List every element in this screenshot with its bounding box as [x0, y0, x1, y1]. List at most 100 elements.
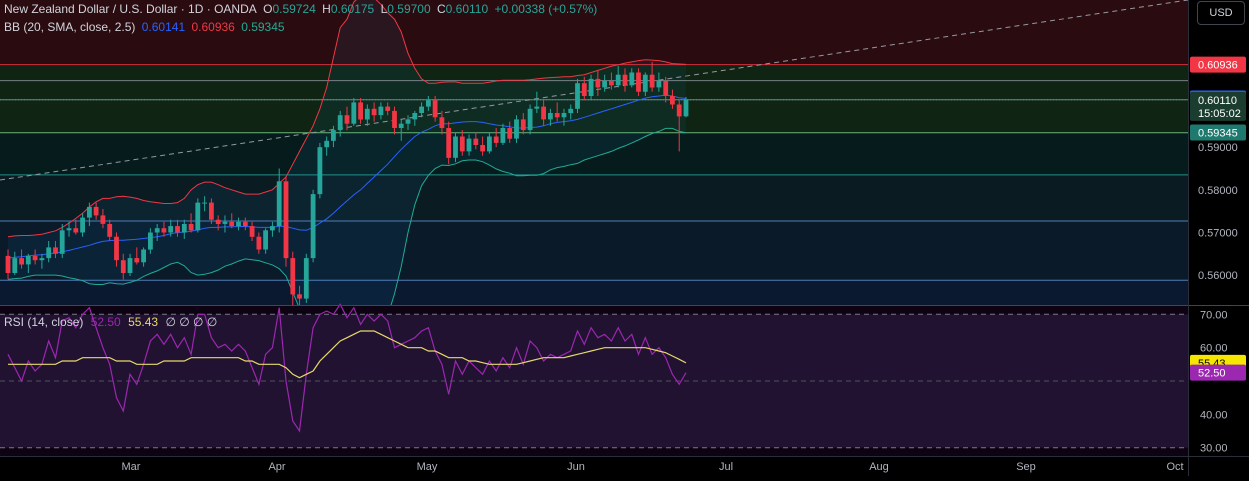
- candle-body: [642, 74, 648, 92]
- candle-body: [59, 230, 65, 254]
- candle-down: [371, 102, 377, 122]
- candle-body: [351, 102, 357, 124]
- candle-up: [331, 125, 336, 148]
- rsi-value-badge: 52.50: [1190, 364, 1246, 381]
- candle-up: [181, 219, 187, 239]
- candle-down: [93, 202, 99, 220]
- candle-up: [466, 134, 472, 156]
- candle-up: [202, 196, 207, 212]
- candle-up: [487, 132, 492, 154]
- candle-body: [141, 249, 146, 263]
- candle-body: [412, 113, 418, 120]
- rsi-value-badge-text: 52.50: [1198, 368, 1226, 380]
- candle-up: [588, 74, 594, 101]
- candle-body: [615, 74, 621, 86]
- candle-body: [175, 226, 180, 233]
- rsi-line: [7, 303, 687, 433]
- time-tick-label: Mar: [122, 461, 141, 473]
- candle-down: [283, 177, 289, 267]
- rsi-pane: [0, 303, 1188, 456]
- candle-down: [5, 249, 11, 280]
- ohlc-open: 0.59724: [272, 2, 316, 16]
- price-axis[interactable]: 0.59000 0.58000 0.57000 0.56000 0.60936 0.601…: [1190, 56, 1246, 283]
- candle-body: [364, 108, 370, 120]
- rsi-tick-label: 30.00: [1200, 443, 1228, 455]
- candle-body: [595, 78, 601, 88]
- candle-body: [25, 255, 31, 265]
- candle-down: [73, 219, 79, 235]
- candle-body: [276, 181, 282, 227]
- ohlc-low: 0.59700: [387, 2, 431, 16]
- candle-up: [548, 108, 553, 126]
- candle-up: [405, 115, 411, 131]
- bb-basis-value: 0.60141: [141, 20, 186, 34]
- rsi-indicator-label[interactable]: RSI (14, close): [4, 315, 84, 329]
- dashed-trendline: [0, 0, 1189, 181]
- ohlc-close: 0.60110: [445, 2, 489, 16]
- candle-down: [242, 217, 248, 231]
- candle-body: [87, 206, 92, 218]
- bb-upper-line: [7, 0, 687, 238]
- candle-down: [229, 213, 235, 229]
- trendline[interactable]: [0, 0, 1189, 181]
- candle-body: [127, 258, 133, 273]
- time-axis[interactable]: Mar Apr May Jun Jul Aug Sep Oct: [122, 461, 1184, 473]
- time-tick-label: Aug: [869, 461, 889, 473]
- candle-body: [378, 106, 384, 116]
- candle-down: [32, 249, 38, 265]
- candle-up: [514, 115, 519, 143]
- candle-down: [161, 221, 167, 237]
- symbol-title[interactable]: New Zealand Dollar / U.S. Dollar · 1D · …: [4, 2, 257, 16]
- currency-button[interactable]: USD: [1197, 1, 1245, 25]
- candle-body: [134, 258, 140, 263]
- candle-up: [195, 198, 201, 233]
- candle-up: [270, 221, 275, 237]
- candle-body: [392, 110, 397, 128]
- candle-body: [534, 106, 540, 109]
- time-tick-label: Oct: [1166, 461, 1183, 473]
- bb-upper-price-badge-text: 0.60936: [1198, 60, 1238, 72]
- ohlc-high-label: H: [322, 2, 331, 16]
- candle-body: [100, 215, 106, 224]
- candle-body: [222, 221, 228, 224]
- candle-down: [107, 219, 113, 241]
- candle-body: [385, 106, 391, 111]
- bb-indicator-label[interactable]: BB (20, SMA, close, 2.5): [4, 20, 136, 34]
- candle-down: [114, 232, 119, 267]
- candle-body: [670, 96, 675, 105]
- candle-body: [161, 228, 167, 233]
- candle-up: [602, 74, 607, 92]
- candle-body: [453, 136, 458, 158]
- candle-body: [283, 181, 289, 259]
- candle-down: [459, 130, 465, 156]
- candle-up: [263, 228, 268, 254]
- candle-down: [256, 232, 262, 254]
- candle-up: [351, 98, 357, 126]
- bb-upper-price-badge: 0.60936: [1190, 56, 1246, 73]
- candle-body: [581, 83, 587, 96]
- bb-indicator-header: BB (20, SMA, close, 2.5) 0.60141 0.60936…: [4, 20, 288, 34]
- time-tick-label: May: [417, 461, 438, 473]
- price-zone-band: [0, 132, 1188, 175]
- candle-up: [629, 68, 635, 88]
- candle-body: [12, 258, 18, 273]
- time-tick-label: Jul: [719, 461, 733, 473]
- candle-body: [229, 221, 235, 227]
- candle-up: [39, 253, 45, 269]
- candle-body: [622, 74, 628, 86]
- candle-up: [310, 189, 316, 263]
- candle-down: [663, 76, 669, 103]
- candle-down: [622, 68, 628, 92]
- candle-body: [66, 228, 72, 231]
- candle-body: [181, 224, 187, 233]
- candle-down: [493, 128, 499, 148]
- candle-up: [324, 136, 330, 156]
- candle-body: [337, 115, 343, 131]
- candle-body: [588, 78, 594, 96]
- candle-down: [446, 121, 452, 165]
- candlestick-series[interactable]: [5, 61, 689, 310]
- candle-body: [473, 138, 479, 145]
